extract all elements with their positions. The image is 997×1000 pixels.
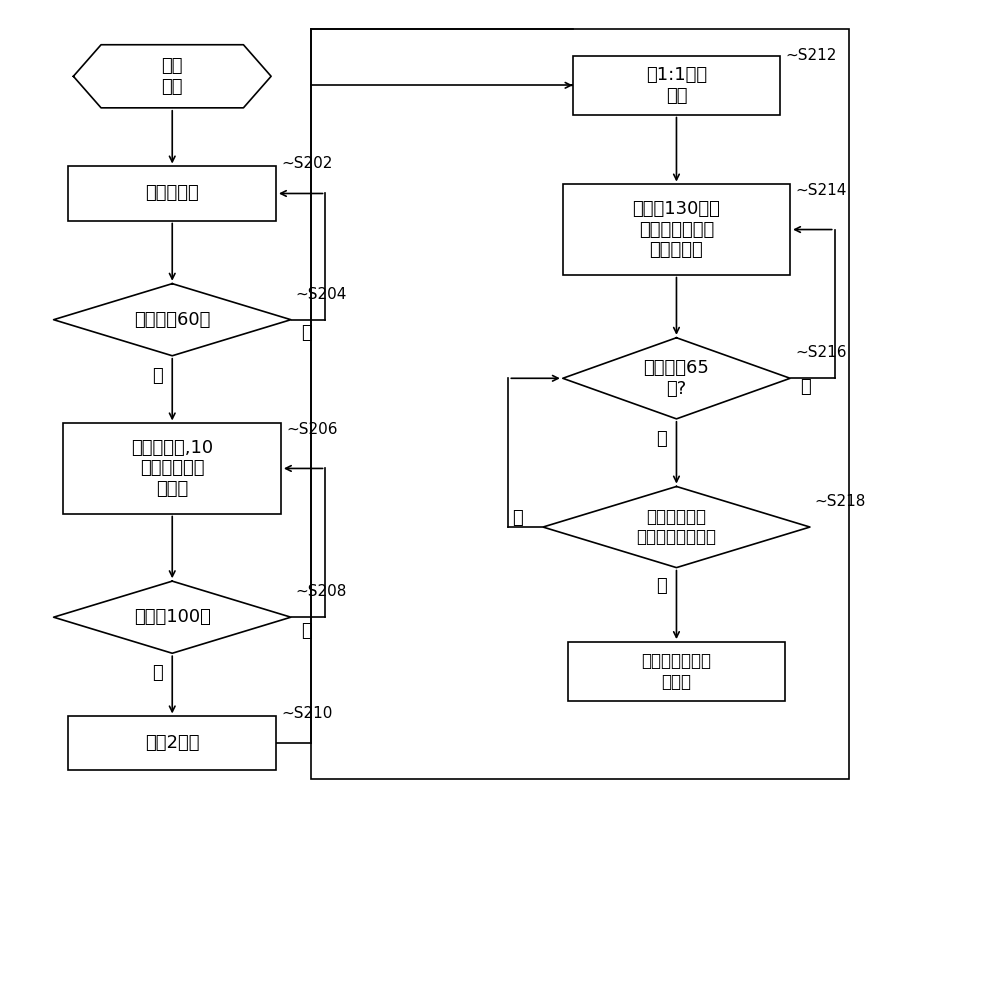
Text: 是: 是: [656, 430, 667, 448]
Text: 水温到100度: 水温到100度: [134, 608, 210, 626]
Text: 暂停2分钟: 暂停2分钟: [145, 734, 199, 752]
Text: 否: 否: [512, 509, 523, 527]
Text: ~S202: ~S202: [281, 156, 332, 171]
Text: 全功率加热，
焖饭时间是否到了: 全功率加热， 焖饭时间是否到了: [636, 508, 717, 546]
Text: 关闭可控硅,10
分钟后再全功
率加热: 关闭可控硅,10 分钟后再全功 率加热: [132, 439, 213, 498]
Text: 开始
煮饭: 开始 煮饭: [162, 57, 183, 96]
FancyBboxPatch shape: [562, 184, 791, 275]
Text: ~S218: ~S218: [815, 494, 866, 509]
Polygon shape: [54, 284, 291, 356]
Text: ~S214: ~S214: [795, 183, 846, 198]
Text: 是: 是: [152, 367, 163, 385]
Text: ~S210: ~S210: [281, 706, 332, 721]
Text: 否: 否: [800, 378, 811, 396]
Bar: [311, 29, 849, 779]
Text: 按1:1方式
加热: 按1:1方式 加热: [646, 66, 707, 105]
Text: 温度低于65
度?: 温度低于65 度?: [643, 359, 710, 398]
Text: 温度到130度时
关闭可控硅，进
入焖饭阶段: 温度到130度时 关闭可控硅，进 入焖饭阶段: [632, 200, 721, 259]
Text: ~S212: ~S212: [786, 48, 836, 63]
Text: 全功率加热: 全功率加热: [146, 184, 199, 202]
Text: 否: 否: [301, 324, 311, 342]
Text: ~S216: ~S216: [795, 345, 846, 360]
Text: ~S208: ~S208: [296, 584, 347, 599]
Polygon shape: [74, 45, 271, 108]
Polygon shape: [54, 581, 291, 653]
Text: 水温达到60度: 水温达到60度: [134, 311, 210, 329]
FancyBboxPatch shape: [567, 642, 786, 701]
Polygon shape: [562, 338, 791, 419]
Text: ~S206: ~S206: [286, 422, 337, 437]
Text: 是: 是: [152, 664, 163, 682]
Text: ~S204: ~S204: [296, 287, 347, 302]
Text: 否: 否: [301, 622, 311, 640]
FancyBboxPatch shape: [69, 166, 276, 221]
FancyBboxPatch shape: [64, 423, 281, 514]
Polygon shape: [543, 486, 810, 568]
FancyBboxPatch shape: [572, 56, 781, 115]
FancyBboxPatch shape: [69, 716, 276, 770]
Text: 是: 是: [656, 577, 667, 595]
Text: 煮饭时间到，进
入保温: 煮饭时间到，进 入保温: [641, 652, 712, 691]
